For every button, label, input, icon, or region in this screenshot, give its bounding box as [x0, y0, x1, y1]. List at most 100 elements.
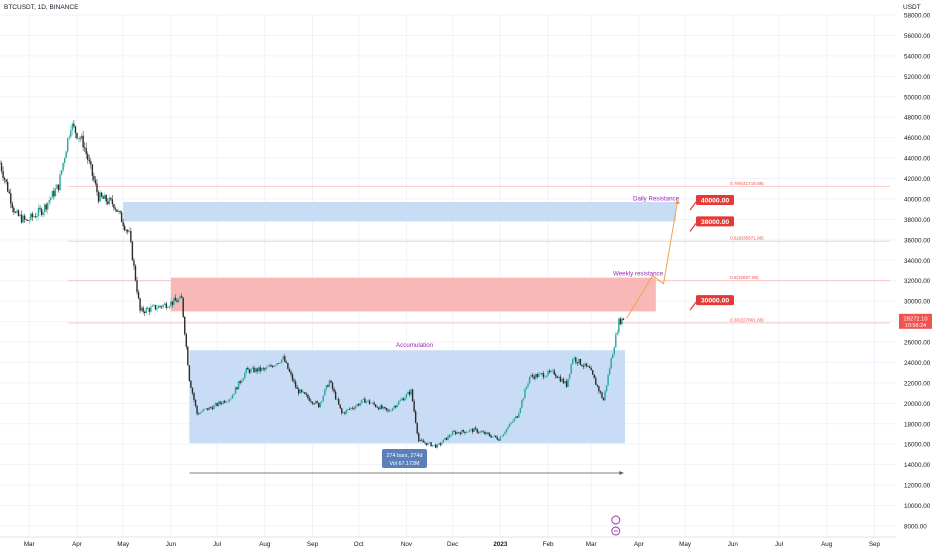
x-tick-label: Jul	[213, 541, 221, 548]
candle-body	[461, 429, 463, 435]
x-tick-label: May	[117, 541, 130, 548]
candle-body	[387, 409, 389, 411]
candle-body	[265, 367, 268, 370]
candle-body	[396, 404, 398, 408]
candle-body	[171, 301, 174, 305]
candle-body	[504, 432, 506, 435]
candle-body	[501, 436, 503, 438]
candle-body	[476, 428, 478, 433]
candle-body	[131, 241, 134, 261]
candle-body	[231, 395, 234, 399]
candle-body	[596, 384, 599, 387]
candle-body	[177, 299, 180, 303]
candle-body	[502, 434, 505, 437]
candle-body	[87, 154, 89, 160]
candle-body	[484, 431, 486, 435]
candle-body	[496, 437, 498, 440]
candle-body	[341, 408, 343, 414]
candle-body	[391, 408, 394, 411]
earnings-icon[interactable]	[611, 526, 621, 536]
candle-body	[0, 163, 3, 172]
y-tick-label: 30000.00	[904, 299, 931, 306]
event-icon[interactable]	[611, 515, 621, 525]
candle-body	[621, 318, 623, 325]
candle-body	[39, 207, 41, 209]
candle-body	[344, 412, 346, 414]
candle-body	[211, 407, 214, 410]
candle-body	[519, 407, 522, 413]
candle-body	[281, 359, 283, 363]
candle-body	[592, 370, 594, 375]
candle-body	[294, 381, 297, 388]
candle-body	[407, 391, 409, 394]
price-axis[interactable]: 8000.00 10000.00 12000.00 14000.00 16000.00 1…	[899, 13, 932, 531]
candle-body	[242, 378, 244, 381]
candle-body	[558, 376, 560, 379]
candle-body	[307, 394, 309, 398]
measure-box	[382, 449, 427, 468]
candle-body	[270, 365, 272, 367]
time-axis[interactable]: Mar Apr May Jun Jul Aug Sep Oct Nov Dec 2023 Feb Mar…	[0, 536, 896, 548]
candle-body	[188, 365, 191, 381]
candle-body	[579, 358, 582, 365]
candle-body	[267, 366, 269, 368]
candle-body	[456, 432, 458, 435]
candle-body	[241, 380, 243, 383]
candle-body	[219, 401, 221, 404]
candle-body	[60, 170, 63, 175]
x-tick-label: Jun	[728, 541, 739, 548]
candle-body	[85, 148, 87, 155]
candle-body	[285, 361, 288, 363]
candle-body	[436, 444, 438, 448]
candle-body	[499, 436, 502, 441]
candle-body	[197, 413, 200, 415]
candle-body	[165, 303, 167, 309]
candle-body	[373, 402, 375, 405]
candle-body	[79, 138, 81, 139]
candle-body	[20, 214, 23, 223]
candle-body	[208, 407, 211, 410]
current-price-tag	[899, 313, 932, 329]
current-price-label: 28272.10	[903, 316, 927, 322]
candle-body	[599, 391, 602, 393]
candle-body	[164, 303, 166, 305]
candle-body	[570, 364, 572, 374]
candle-body	[513, 418, 515, 422]
zones	[123, 202, 676, 444]
fib-levels: 0.382(27861.88) 0.5(32807.88) 0.618(35871.…	[68, 181, 890, 324]
candle-body	[384, 406, 386, 408]
candle-body	[488, 433, 491, 436]
candle-body	[495, 435, 497, 438]
candle-body	[317, 402, 320, 408]
candle-body	[151, 305, 154, 307]
candle-body	[481, 431, 483, 433]
candle-body	[371, 402, 374, 404]
currency-label: USDT	[903, 4, 921, 11]
candle-body	[3, 177, 6, 180]
candle-body	[447, 435, 449, 440]
candle-body	[48, 200, 50, 203]
candle-body	[150, 306, 152, 312]
candle-body	[80, 135, 83, 139]
candle-body	[233, 393, 235, 396]
candle-body	[362, 398, 365, 400]
candle-body	[174, 297, 177, 301]
candle-body	[433, 444, 435, 446]
candle-body	[568, 373, 571, 379]
candle-body	[559, 376, 562, 382]
candle-body	[334, 391, 337, 400]
candle-body	[351, 407, 354, 409]
accumulation-label: Accumulation	[396, 342, 434, 349]
candle-body	[76, 132, 78, 139]
candle-body	[331, 382, 334, 389]
candle-body	[170, 301, 172, 307]
candle-body	[207, 408, 209, 410]
projection-path	[626, 201, 678, 319]
candle-body	[545, 375, 548, 377]
candle-body	[471, 428, 474, 432]
candle-body	[438, 443, 440, 445]
candle-body	[31, 213, 34, 218]
candle-body	[314, 401, 317, 405]
candle-body	[556, 376, 559, 379]
